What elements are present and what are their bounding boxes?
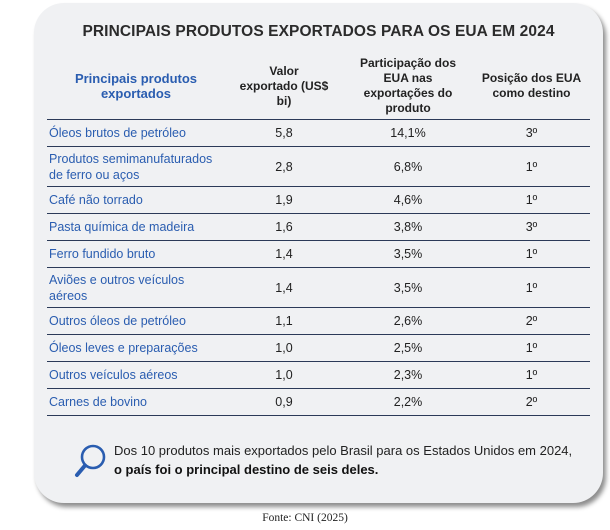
cell-valor: 1,0 xyxy=(225,361,343,389)
cell-posicao: 1º xyxy=(473,267,590,308)
summary-note-bold: o país foi o principal destino de seis d… xyxy=(114,462,379,477)
table-row: Café não torrado 1,9 4,6% 1º xyxy=(47,186,590,214)
cell-posicao: 2º xyxy=(473,307,590,335)
cell-produto: Óleos brutos de petróleo xyxy=(47,119,225,147)
cell-produto: Pasta química de madeira xyxy=(47,213,225,241)
table-row: Outros óleos de petróleo 1,1 2,6% 2º xyxy=(47,307,590,335)
source-caption: Fonte: CNI (2025) xyxy=(262,512,348,524)
cell-participacao: 3,8% xyxy=(343,213,473,241)
magnifier-icon xyxy=(75,444,106,477)
table-row: Outros veículos aéreos 1,0 2,3% 1º xyxy=(47,361,590,389)
header-posicao: Posição dos EUA como destino xyxy=(473,53,590,120)
cell-participacao: 3,5% xyxy=(343,267,473,308)
cell-valor: 1,4 xyxy=(225,240,343,268)
cell-participacao: 2,6% xyxy=(343,307,473,335)
cell-produto: Café não torrado xyxy=(47,186,225,214)
cell-posicao: 1º xyxy=(473,186,590,214)
table-row: Ferro fundido bruto 1,4 3,5% 1º xyxy=(47,240,590,268)
cell-produto: Produtos semimanufaturados de ferro ou a… xyxy=(47,146,225,187)
summary-note-plain: Dos 10 produtos mais exportados pelo Bra… xyxy=(114,443,573,458)
cell-posicao: 3º xyxy=(473,213,590,241)
cell-produto: Ferro fundido bruto xyxy=(47,240,225,268)
cell-produto: Carnes de bovino xyxy=(47,388,225,416)
infographic-card: PRINCIPAIS PRODUTOS EXPORTADOS PARA OS E… xyxy=(34,3,603,503)
table-row: Aviões e outros veículos aéreos 1,4 3,5%… xyxy=(47,267,590,308)
cell-valor: 0,9 xyxy=(225,388,343,416)
table-header-row: Principais produtos exportados Valor exp… xyxy=(47,53,590,120)
cell-posicao: 1º xyxy=(473,240,590,268)
cell-participacao: 2,3% xyxy=(343,361,473,389)
cell-valor: 1,4 xyxy=(225,267,343,308)
header-produtos: Principais produtos exportados xyxy=(47,53,225,120)
cell-valor: 1,6 xyxy=(225,213,343,241)
cell-valor: 1,1 xyxy=(225,307,343,335)
table-row: Óleos leves e preparações 1,0 2,5% 1º xyxy=(47,334,590,362)
cell-posicao: 3º xyxy=(473,119,590,147)
table-row: Óleos brutos de petróleo 5,8 14,1% 3º xyxy=(47,119,590,147)
cell-valor: 1,0 xyxy=(225,334,343,362)
infographic-title: PRINCIPAIS PRODUTOS EXPORTADOS PARA OS E… xyxy=(82,23,555,40)
cell-participacao: 4,6% xyxy=(343,186,473,214)
exports-table: Principais produtos exportados Valor exp… xyxy=(47,53,590,416)
cell-produto: Óleos leves e preparações xyxy=(47,334,225,362)
cell-produto: Outros veículos aéreos xyxy=(47,361,225,389)
cell-participacao: 2,2% xyxy=(343,388,473,416)
cell-posicao: 1º xyxy=(473,146,590,187)
header-participacao: Participação dos EUA nas exportações do … xyxy=(343,53,473,120)
cell-produto: Aviões e outros veículos aéreos xyxy=(47,267,225,308)
cell-posicao: 1º xyxy=(473,361,590,389)
cell-valor: 5,8 xyxy=(225,119,343,147)
cell-produto: Outros óleos de petróleo xyxy=(47,307,225,335)
cell-posicao: 2º xyxy=(473,388,590,416)
header-valor: Valor exportado (US$ bi) xyxy=(225,53,343,120)
cell-participacao: 6,8% xyxy=(343,146,473,187)
cell-participacao: 14,1% xyxy=(343,119,473,147)
summary-note-text: Dos 10 produtos mais exportados pelo Bra… xyxy=(114,441,574,479)
cell-valor: 1,9 xyxy=(225,186,343,214)
cell-valor: 2,8 xyxy=(225,146,343,187)
cell-participacao: 2,5% xyxy=(343,334,473,362)
cell-participacao: 3,5% xyxy=(343,240,473,268)
table-row: Carnes de bovino 0,9 2,2% 2º xyxy=(47,388,590,416)
table-row: Pasta química de madeira 1,6 3,8% 3º xyxy=(47,213,590,241)
cell-posicao: 1º xyxy=(473,334,590,362)
table-row: Produtos semimanufaturados de ferro ou a… xyxy=(47,146,590,187)
